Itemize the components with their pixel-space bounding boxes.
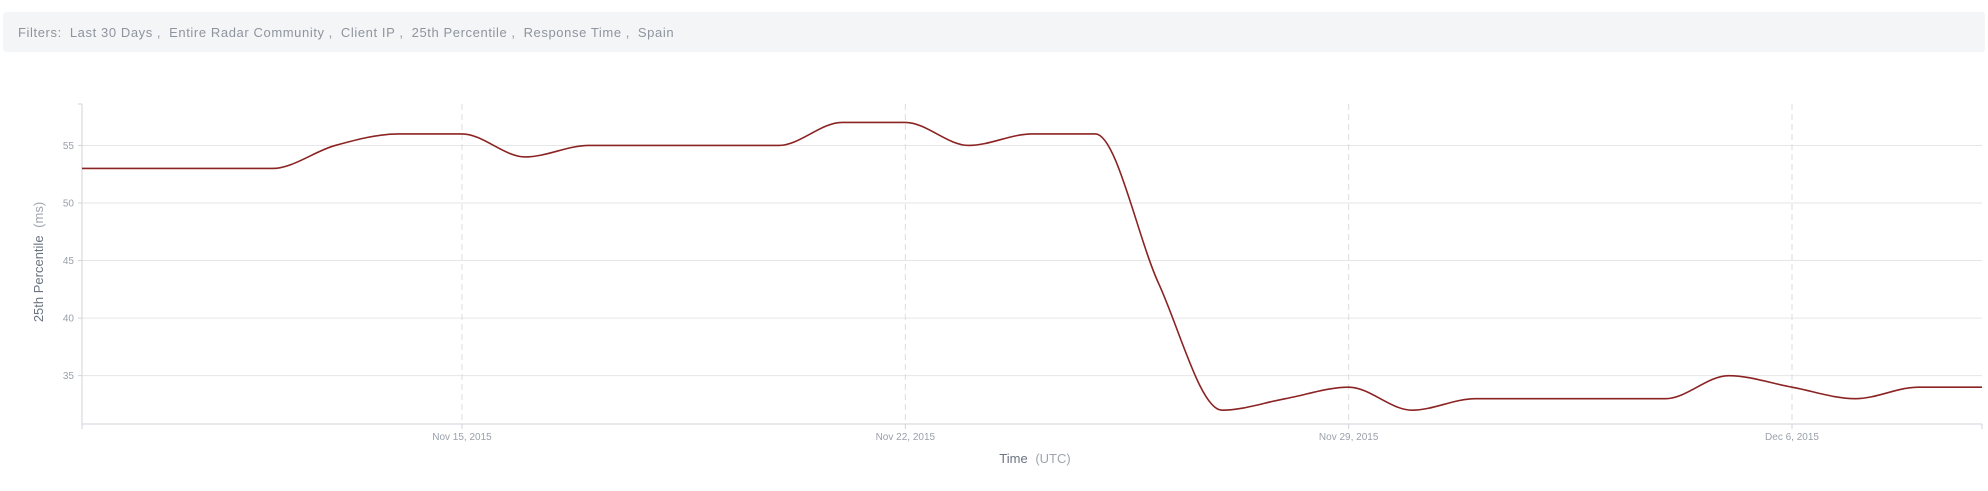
x-tick-label: Nov 29, 2015 [1319, 432, 1379, 443]
filter-separator: , [399, 24, 404, 40]
x-axis-title: Time (UTC) [999, 451, 1070, 466]
filter-community[interactable]: Entire Radar Community [169, 24, 325, 40]
data-point [587, 143, 591, 147]
x-tick-label: Dec 6, 2015 [1765, 432, 1819, 443]
data-point [80, 166, 84, 170]
data-point [840, 120, 844, 124]
filter-country[interactable]: Spain [637, 24, 675, 40]
data-point [523, 155, 527, 159]
filter-separator: , [625, 24, 630, 40]
x-tick-label: Nov 22, 2015 [876, 432, 936, 443]
data-point [1600, 397, 1604, 401]
data-point [1410, 408, 1414, 412]
data-point [270, 166, 274, 170]
data-point [1917, 385, 1921, 389]
data-point [1030, 132, 1034, 136]
data-point [1093, 132, 1097, 136]
y-tick-label: 40 [63, 314, 75, 325]
y-tick-label: 50 [63, 198, 75, 209]
y-axis-title: 25th Percentile (ms) [31, 202, 46, 322]
y-tick-labels: 35 40 45 50 55 [63, 141, 75, 382]
data-point [967, 143, 971, 147]
data-point [1347, 385, 1351, 389]
filters-label: Filters: [18, 24, 62, 40]
data-point [1727, 374, 1731, 378]
data-point [1283, 397, 1287, 401]
data-point [397, 132, 401, 136]
series-line [81, 121, 1982, 411]
filter-separator: , [328, 24, 333, 40]
filter-period[interactable]: Last 30 Days [69, 24, 153, 40]
data-point [460, 132, 464, 136]
x-axis-unit: (UTC) [1035, 451, 1070, 466]
data-point [777, 143, 781, 147]
data-point [143, 166, 147, 170]
x-tick-labels: Nov 15, 2015 Nov 22, 2015 Nov 29, 2015 Dec … [432, 432, 1819, 443]
data-point [1220, 408, 1224, 412]
data-point [333, 143, 337, 147]
series-layer [80, 120, 1984, 412]
x-tick-label: Nov 15, 2015 [432, 432, 492, 443]
data-point [650, 143, 654, 147]
y-tick-label: 55 [63, 141, 75, 152]
filter-separator: , [511, 24, 516, 40]
filter-client-ip[interactable]: Client IP [340, 24, 396, 40]
filter-separator: , [156, 24, 162, 40]
data-point [1980, 385, 1984, 389]
axes [78, 103, 1983, 429]
y-axis-unit: (ms) [31, 202, 46, 228]
horizontal-gridlines [82, 144, 1982, 377]
y-tick-label: 35 [63, 371, 75, 382]
data-point [1663, 397, 1667, 401]
data-point [207, 166, 211, 170]
y-tick-label: 45 [63, 256, 75, 267]
data-point [713, 143, 717, 147]
x-axis-label: Time [999, 451, 1027, 466]
data-point [1473, 397, 1477, 401]
filter-metric[interactable]: Response Time [523, 24, 622, 40]
y-axis-label: 25th Percentile [31, 235, 46, 322]
data-point [1853, 397, 1857, 401]
data-point [1157, 282, 1161, 286]
filter-percentile[interactable]: 25th Percentile [411, 24, 508, 40]
vertical-gridlines [461, 104, 1793, 424]
data-point [1790, 385, 1794, 389]
data-point [1537, 397, 1541, 401]
filter-bar: Filters: Last 30 Days, Entire Radar Comm… [3, 12, 1985, 52]
data-point [903, 120, 907, 124]
